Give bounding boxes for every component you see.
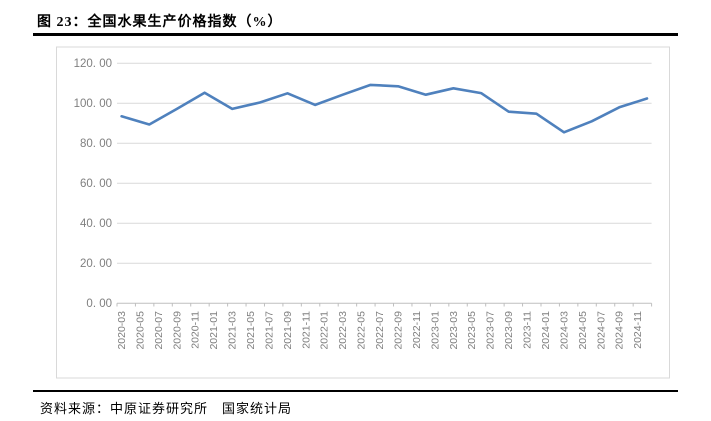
svg-text:2022-07: 2022-07 <box>374 311 386 350</box>
svg-text:2023-09: 2023-09 <box>503 311 515 350</box>
svg-text:40. 00: 40. 00 <box>80 218 112 230</box>
title-divider-rule <box>33 33 678 36</box>
svg-text:0. 00: 0. 00 <box>86 298 112 310</box>
svg-text:2020-07: 2020-07 <box>153 311 165 350</box>
svg-text:2020-11: 2020-11 <box>190 311 202 349</box>
svg-text:2022-03: 2022-03 <box>337 311 349 350</box>
svg-text:120. 00: 120. 00 <box>74 58 112 70</box>
svg-text:20. 00: 20. 00 <box>80 258 112 270</box>
svg-text:2024-05: 2024-05 <box>577 311 589 350</box>
svg-text:2021-09: 2021-09 <box>282 311 294 350</box>
data-source-text: 资料来源：中原证券研究所 国家统计局 <box>40 401 293 416</box>
svg-text:2021-07: 2021-07 <box>263 311 275 350</box>
svg-text:2022-11: 2022-11 <box>411 311 423 349</box>
svg-text:80. 00: 80. 00 <box>80 138 112 150</box>
svg-text:2020-03: 2020-03 <box>116 311 128 350</box>
svg-text:2021-05: 2021-05 <box>245 311 257 350</box>
svg-text:2022-01: 2022-01 <box>319 311 331 350</box>
svg-text:2023-03: 2023-03 <box>448 311 460 350</box>
svg-text:2024-07: 2024-07 <box>595 311 607 350</box>
svg-text:2024-01: 2024-01 <box>540 311 552 350</box>
chart-plot-background <box>56 46 670 379</box>
gridlines-group <box>117 62 652 304</box>
svg-text:2020-05: 2020-05 <box>134 311 146 350</box>
svg-text:2023-11: 2023-11 <box>522 311 534 349</box>
svg-text:100. 00: 100. 00 <box>74 98 112 110</box>
price-index-series <box>120 83 649 134</box>
figure-title: 图 23：全国水果生产价格指数（%） <box>37 15 283 30</box>
x-axis-labels: 2020-03 2020-05 2020-07 2020-09 2020-11 2021-… <box>116 311 644 350</box>
svg-text:2022-09: 2022-09 <box>392 311 404 350</box>
svg-text:2024-09: 2024-09 <box>614 311 626 350</box>
svg-text:2023-05: 2023-05 <box>466 311 478 350</box>
y-axis-labels: 0. 00 20. 00 40. 00 60. 00 80. 00 100. 00 120.… <box>74 58 112 310</box>
svg-text:2024-11: 2024-11 <box>632 311 644 349</box>
x-axis-ticks <box>116 303 653 307</box>
price-index-line <box>120 83 649 134</box>
svg-text:2020-09: 2020-09 <box>171 311 183 350</box>
svg-text:60. 00: 60. 00 <box>80 178 112 190</box>
svg-text:2021-01: 2021-01 <box>208 311 220 350</box>
svg-text:2021-11: 2021-11 <box>300 311 312 349</box>
svg-text:2021-03: 2021-03 <box>227 311 239 350</box>
svg-text:2022-05: 2022-05 <box>356 311 368 350</box>
footer-divider-rule <box>33 390 678 392</box>
svg-text:2024-03: 2024-03 <box>558 311 570 350</box>
svg-text:2023-01: 2023-01 <box>429 311 441 350</box>
svg-text:2023-07: 2023-07 <box>485 311 497 350</box>
